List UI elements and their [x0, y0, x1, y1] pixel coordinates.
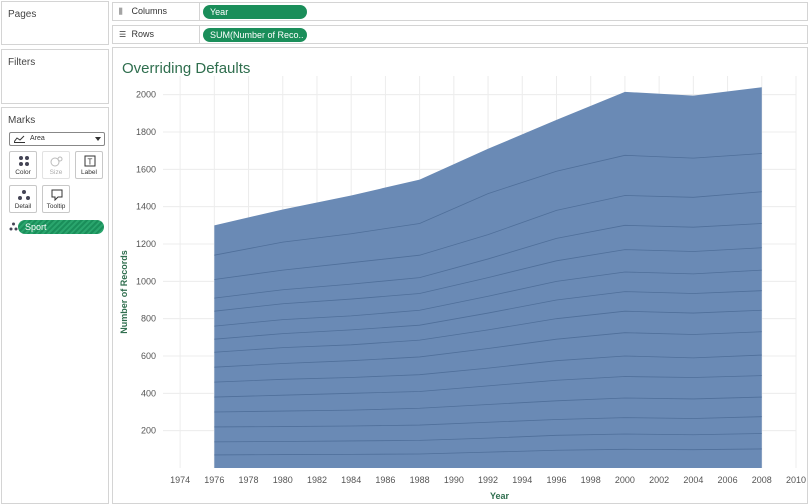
x-tick-label: 2006: [718, 475, 738, 485]
x-tick-label: 1974: [170, 475, 190, 485]
x-tick-label: 1990: [444, 475, 464, 485]
label-t-icon: T: [84, 155, 96, 167]
x-tick-label: 1994: [512, 475, 532, 485]
x-tick-label: 1988: [410, 475, 430, 485]
y-axis-ticks: 200 400 600 800 1000 1200 1400 1600 1800 2000: [136, 90, 156, 436]
columns-icon: ⫼: [119, 7, 123, 16]
y-tick-label: 200: [141, 426, 156, 436]
viz-title[interactable]: Overriding Defaults: [122, 60, 251, 77]
x-axis-ticks: 1974 1976 1978 1980 1982 1984 1986 1988 1990 1992…: [170, 475, 806, 485]
y-tick-label: 1600: [136, 164, 156, 174]
x-tick-label: 1986: [375, 475, 395, 485]
x-tick-label: 2008: [752, 475, 772, 485]
chevron-down-icon: [95, 137, 101, 141]
sport-pill[interactable]: Sport: [18, 220, 104, 234]
sum-records-pill[interactable]: SUM(Number of Reco..: [203, 28, 307, 42]
size-button[interactable]: Size: [42, 151, 70, 179]
year-pill[interactable]: Year: [203, 5, 307, 19]
shelf-divider: [199, 3, 200, 20]
band-boundary-line: [214, 269, 762, 327]
x-tick-label: 2010: [786, 475, 806, 485]
marks-panel: Marks Area Color Size T Label: [1, 107, 109, 504]
mark-type-label: Area: [30, 135, 45, 142]
band-boundary-line: [214, 331, 762, 368]
color-dots-icon: [19, 156, 29, 166]
detail-button[interactable]: Detail: [9, 185, 37, 213]
band-boundary-line: [214, 448, 762, 456]
x-tick-label: 2000: [615, 475, 635, 485]
color-button-label: Color: [15, 169, 31, 176]
detail-dots-icon: [18, 190, 30, 200]
x-tick-label: 2002: [649, 475, 669, 485]
rows-shelf-label: ☰ Rows: [119, 29, 154, 39]
viz-area: Overriding Defaults 200 400 600 800 1000 1200…: [112, 47, 808, 504]
columns-shelf[interactable]: ⫼ Columns Year: [112, 2, 808, 21]
band-boundary-line: [214, 223, 762, 299]
band-boundary-line: [214, 433, 762, 443]
filters-title: Filters: [8, 57, 36, 68]
detail-field-row: Sport: [9, 220, 105, 234]
y-tick-label: 400: [141, 388, 156, 398]
tooltip-icon: [51, 189, 63, 201]
x-tick-label: 2004: [683, 475, 703, 485]
svg-text:T: T: [88, 158, 93, 167]
pages-panel[interactable]: Pages: [1, 1, 109, 45]
marks-title: Marks: [8, 115, 36, 126]
label-button-label: Label: [81, 169, 97, 176]
chart-bands: [214, 153, 762, 456]
y-tick-label: 1200: [136, 239, 156, 249]
rows-label-text: Rows: [131, 29, 155, 39]
size-icon: [50, 156, 63, 167]
band-boundary-line: [214, 153, 762, 256]
x-tick-label: 1976: [204, 475, 224, 485]
band-boundary-line: [214, 375, 762, 398]
label-button[interactable]: T Label: [75, 151, 103, 179]
tooltip-button-label: Tooltip: [46, 203, 66, 210]
area-chart[interactable]: 200 400 600 800 1000 1200 1400 1600 1800 2000 197…: [113, 48, 807, 503]
tooltip-button[interactable]: Tooltip: [42, 185, 70, 213]
x-tick-label: 1992: [478, 475, 498, 485]
y-tick-label: 1000: [136, 276, 156, 286]
band-boundary-line: [214, 191, 762, 280]
detail-button-label: Detail: [14, 203, 32, 210]
x-tick-label: 1998: [581, 475, 601, 485]
y-tick-label: 600: [141, 351, 156, 361]
filters-panel[interactable]: Filters: [1, 49, 109, 104]
y-tick-label: 2000: [136, 90, 156, 100]
mark-type-dropdown[interactable]: Area: [9, 132, 105, 146]
rows-icon: ☰: [119, 30, 127, 39]
y-tick-label: 1400: [136, 202, 156, 212]
band-boundary-line: [214, 396, 762, 413]
x-tick-label: 1984: [341, 475, 361, 485]
size-button-label: Size: [49, 169, 63, 176]
columns-shelf-label: ⫼ Columns: [119, 6, 167, 17]
shelf-divider: [199, 26, 200, 43]
y-tick-label: 1800: [136, 127, 156, 137]
rows-shelf[interactable]: ☰ Rows SUM(Number of Reco..: [112, 25, 808, 44]
band-boundary-line: [214, 290, 762, 340]
pages-title: Pages: [8, 9, 37, 20]
x-tick-label: 1982: [307, 475, 327, 485]
x-tick-label: 1980: [273, 475, 293, 485]
x-tick-label: 1996: [546, 475, 566, 485]
band-boundary-line: [214, 354, 762, 383]
area-chart-icon: [14, 135, 25, 143]
y-axis-title: Number of Records: [119, 250, 129, 334]
color-button[interactable]: Color: [9, 151, 37, 179]
band-boundary-line: [214, 309, 762, 353]
detail-dots-icon: [9, 222, 18, 231]
y-tick-label: 800: [141, 314, 156, 324]
band-boundary-line: [214, 416, 762, 428]
band-boundary-line: [214, 247, 762, 312]
x-tick-label: 1978: [239, 475, 259, 485]
columns-label-text: Columns: [131, 6, 168, 16]
x-axis-title: Year: [490, 491, 510, 501]
